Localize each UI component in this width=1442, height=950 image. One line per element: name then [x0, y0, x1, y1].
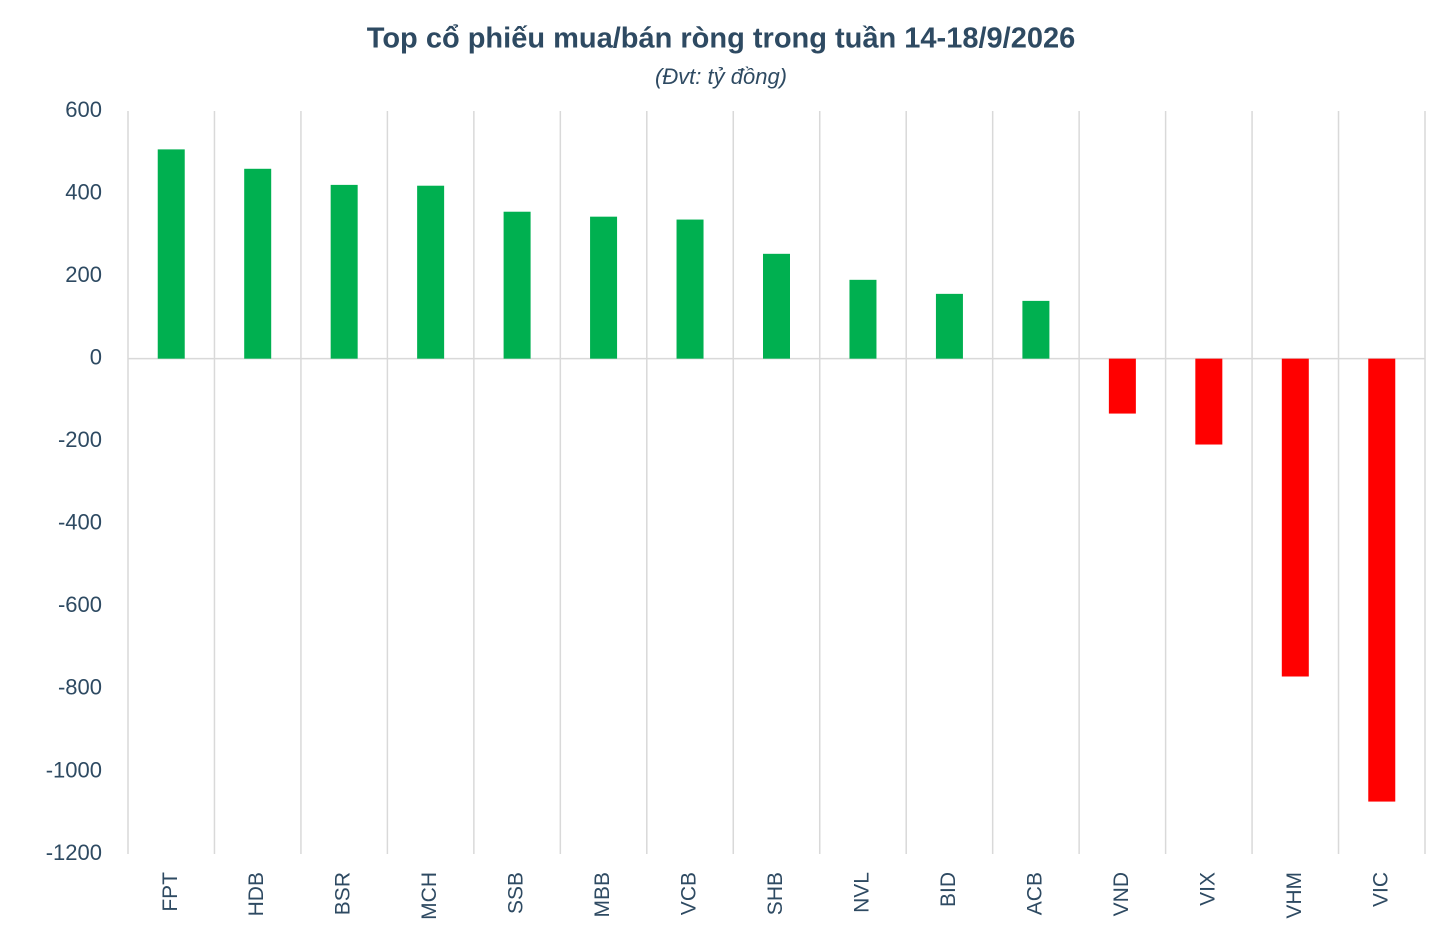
x-tick-label: VHM — [1283, 872, 1306, 919]
x-tick-label: BSR — [332, 872, 355, 915]
bar — [1281, 358, 1309, 677]
y-tick-label: -200 — [58, 427, 102, 452]
x-tick-label: HDB — [245, 872, 268, 916]
x-tick-label: SHB — [764, 872, 787, 915]
x-tick-label: MBB — [591, 872, 614, 918]
y-tick-label: -1000 — [46, 757, 102, 782]
x-tick-label: SSB — [505, 872, 528, 914]
y-tick-label: 400 — [65, 179, 102, 204]
bar — [157, 149, 185, 359]
bar — [1022, 300, 1050, 359]
bar — [1195, 358, 1223, 445]
y-tick-label: -600 — [58, 592, 102, 617]
bar — [849, 279, 877, 359]
bar — [330, 184, 358, 359]
y-tick-label: -400 — [58, 510, 102, 535]
x-tick-label: BID — [937, 872, 960, 907]
x-tick-label: MCH — [418, 872, 441, 920]
y-tick-label: 200 — [65, 262, 102, 287]
bar — [676, 219, 704, 359]
y-tick-label: 600 — [65, 97, 102, 122]
bar — [1368, 358, 1396, 802]
x-tick-label: VIX — [1196, 872, 1219, 906]
x-tick-label: VND — [1110, 872, 1133, 916]
bar — [763, 253, 790, 359]
y-tick-label: -800 — [58, 675, 102, 700]
x-tick-label: VIC — [1369, 872, 1392, 907]
x-tick-label: NVL — [851, 872, 874, 913]
chart-title: Top cổ phiếu mua/bán ròng trong tuần 14-… — [367, 23, 1075, 55]
chart-subtitle: (Đvt: tỷ đồng) — [655, 64, 787, 89]
x-tick-label: FPT — [159, 872, 182, 912]
y-tick-label: 0 — [90, 344, 102, 369]
bar — [244, 168, 272, 359]
x-tick-label: VCB — [678, 872, 701, 915]
x-tick-label: ACB — [1023, 872, 1046, 915]
bar — [417, 185, 445, 359]
bar — [590, 216, 618, 359]
bar — [1108, 358, 1136, 414]
y-tick-label: -1200 — [46, 840, 102, 865]
bar — [503, 211, 531, 359]
bar — [935, 293, 963, 359]
